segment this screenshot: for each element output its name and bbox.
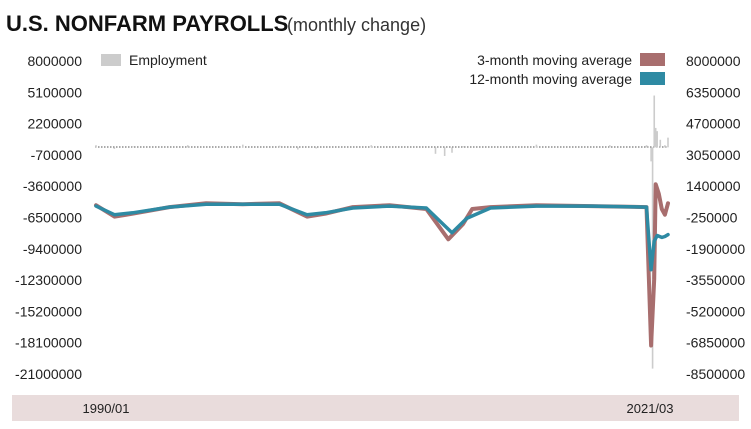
employment-bars (95, 95, 669, 369)
right-axis-tick-label: -6850000 (686, 335, 745, 351)
employment-bar (645, 145, 648, 148)
legend-label-employment: Employment (129, 52, 207, 68)
left-axis-tick-label: -700000 (31, 147, 83, 163)
left-axis-tick-label: -12300000 (15, 272, 82, 288)
employment-bar (297, 147, 299, 150)
right-axis-tick-label: -8500000 (686, 366, 745, 382)
employment-bar (278, 145, 281, 148)
left-axis-tick-label: -9400000 (23, 241, 82, 257)
employment-bar (667, 137, 669, 148)
left-axis-tick-label: 2200000 (27, 116, 82, 132)
left-axis-tick-label: 5100000 (27, 84, 82, 100)
chart-title-main: U.S. NONFARM PAYROLLS (6, 11, 288, 36)
left-axis: 8000000 5100000 2200000 -700000 -3600000 -650… (15, 53, 82, 382)
employment-bar (451, 147, 453, 153)
employment-bar (653, 95, 656, 148)
left-axis-tick-label: -6500000 (23, 210, 82, 226)
moving-average-lines (94, 182, 670, 348)
right-axis: 8000000 6350000 4700000 3050000 1400000 -2500… (686, 53, 745, 382)
employment-bar (443, 147, 446, 156)
x-axis-tick-label: 1990/01 (83, 401, 130, 416)
employment-bar (535, 144, 538, 148)
left-axis-tick-label: 8000000 (27, 53, 82, 69)
employment-bar (95, 145, 97, 148)
left-axis-tick-label: -18100000 (15, 335, 82, 351)
right-axis-tick-label: -250000 (686, 210, 738, 226)
x-axis-band (12, 395, 739, 421)
left-axis-tick-label: -21000000 (15, 366, 82, 382)
legend-label-3-month: 3-month moving average (477, 52, 632, 68)
right-axis-tick-label: 4700000 (686, 116, 741, 132)
legend-swatch-employment (101, 54, 121, 66)
legend-label-12-month: 12-month moving average (469, 71, 632, 87)
employment-bar (434, 147, 437, 154)
left-axis-tick-label: -3600000 (23, 178, 82, 194)
employment-bar (659, 139, 662, 148)
series-line-12-month-average (94, 202, 670, 272)
right-axis-tick-label: -3550000 (686, 272, 745, 288)
right-axis-tick-label: -5200000 (686, 303, 745, 319)
legend: Employment 3-month moving average 12-mon… (101, 52, 665, 87)
employment-bar (609, 145, 611, 148)
right-axis-tick-label: 1400000 (686, 178, 741, 194)
employment-bar (462, 146, 464, 148)
employment-bar (370, 145, 373, 148)
x-axis-tick-label: 2021/03 (627, 401, 674, 416)
left-axis-tick-label: -15200000 (15, 303, 82, 319)
employment-bar (242, 144, 244, 148)
legend-swatch-12-month (640, 72, 665, 85)
chart-title: U.S. NONFARM PAYROLLS (monthly change) (6, 11, 426, 36)
employment-bar (315, 147, 318, 149)
employment-bar (654, 127, 657, 148)
chart-title-subtitle: (monthly change) (287, 15, 426, 35)
right-axis-tick-label: 8000000 (686, 53, 741, 69)
right-axis-tick-label: 6350000 (686, 84, 741, 100)
right-axis-tick-label: 3050000 (686, 147, 741, 163)
employment-bar (186, 145, 189, 148)
series-line-3-month-average (94, 182, 670, 348)
employment-bar (131, 146, 134, 148)
employment-bar (113, 147, 116, 149)
right-axis-tick-label: -1900000 (686, 241, 745, 257)
x-axis: 1990/01 2021/03 (83, 401, 674, 416)
employment-bar (664, 145, 666, 148)
employment-bar (656, 131, 658, 148)
employment-bar (650, 147, 652, 162)
legend-swatch-3-month (640, 53, 665, 66)
